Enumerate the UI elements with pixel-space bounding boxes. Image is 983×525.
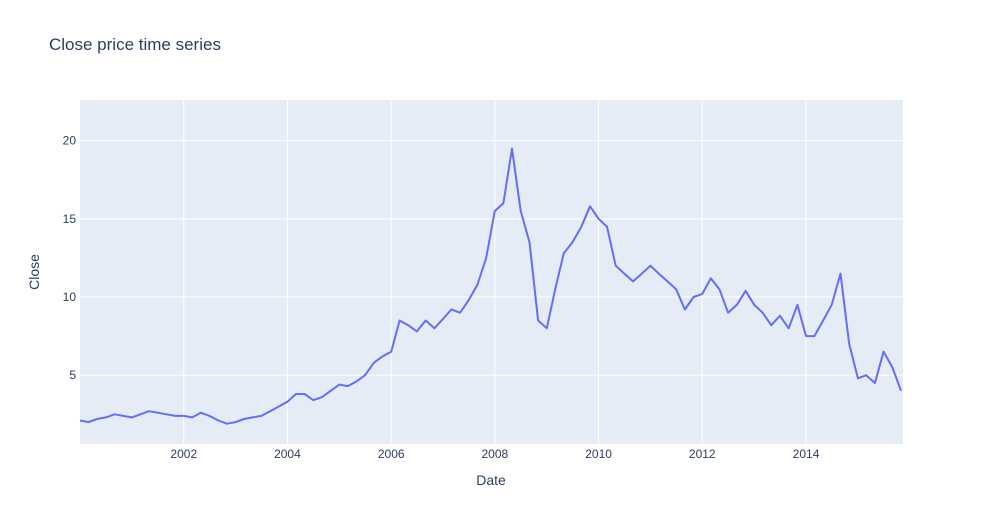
x-tick-label: 2006 — [378, 447, 405, 461]
y-tick-label: 5 — [69, 368, 76, 382]
chart-title: Close price time series — [49, 35, 221, 54]
x-tick-label: 2004 — [274, 447, 301, 461]
x-tick-labels: 2002 2004 2006 2008 2010 2012 2014 — [170, 447, 819, 461]
x-tick-label: 2010 — [585, 447, 612, 461]
y-tick-labels: 5 10 15 20 — [63, 134, 77, 383]
x-tick-label: 2008 — [481, 447, 508, 461]
y-tick-label: 20 — [63, 134, 77, 148]
y-axis-title: Close — [26, 254, 42, 290]
y-tick-label: 10 — [63, 290, 77, 304]
x-tick-label: 2014 — [793, 447, 820, 461]
x-tick-label: 2012 — [689, 447, 716, 461]
y-tick-label: 15 — [63, 212, 77, 226]
plot-area — [80, 100, 903, 444]
x-axis-title: Date — [476, 472, 506, 488]
x-tick-label: 2002 — [170, 447, 197, 461]
